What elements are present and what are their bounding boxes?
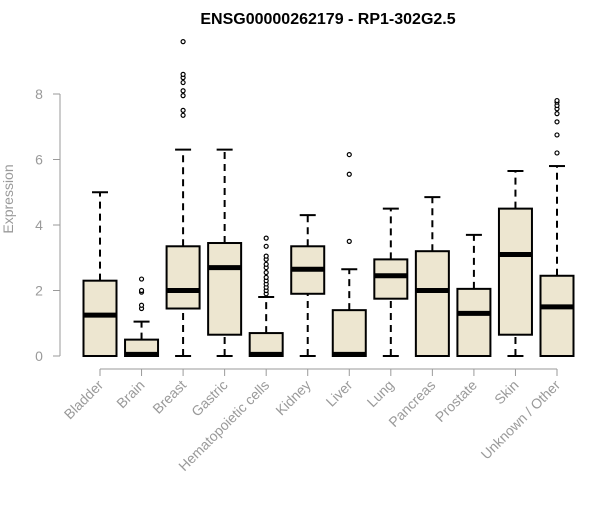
outlier-point xyxy=(180,79,186,86)
x-tick-label: Bladder xyxy=(61,377,107,423)
outlier-point xyxy=(346,151,352,158)
x-tick-label: Brain xyxy=(113,377,147,411)
outlier-point xyxy=(263,269,269,276)
x-tick-label: Skin xyxy=(491,377,522,408)
y-tick-label: 0 xyxy=(35,348,43,364)
outlier-point xyxy=(346,238,352,244)
outlier-point xyxy=(263,253,269,259)
outlier-point xyxy=(554,97,560,104)
outlier-point xyxy=(180,71,186,77)
outlier-point xyxy=(554,111,560,117)
box-hematopoietic-cells xyxy=(248,235,284,358)
x-tick-label: Kidney xyxy=(272,377,314,419)
box-lung xyxy=(373,207,409,357)
outlier-point xyxy=(138,276,145,282)
y-tick-label: 4 xyxy=(35,217,43,233)
box-brain xyxy=(124,276,160,357)
box-body xyxy=(331,309,367,357)
x-tick-label: Lung xyxy=(364,377,397,410)
outlier-point xyxy=(138,302,145,308)
box-bladder xyxy=(82,191,118,357)
box-kidney xyxy=(290,214,326,357)
box-body xyxy=(414,250,450,357)
y-axis-title: Expression xyxy=(0,164,16,233)
outlier-point xyxy=(180,112,186,118)
outlier-point xyxy=(554,119,560,125)
x-tick-label: Breast xyxy=(149,377,189,417)
box-pancreas xyxy=(414,196,450,357)
x-tick-label: Liver xyxy=(323,377,356,410)
outlier-point xyxy=(554,150,560,156)
y-tick-label: 6 xyxy=(35,152,43,168)
box-prostate xyxy=(456,233,492,357)
outlier-point xyxy=(180,93,186,99)
box-unknown-other xyxy=(539,97,575,358)
box-breast xyxy=(165,38,201,357)
outlier-point xyxy=(263,261,269,267)
box-body xyxy=(456,287,492,357)
outlier-point xyxy=(263,274,269,280)
chart-title: ENSG00000262179 - RP1-302G2.5 xyxy=(200,11,455,28)
outlier-point xyxy=(180,38,186,45)
box-gastric xyxy=(207,148,243,357)
box-skin xyxy=(497,169,533,357)
outlier-point xyxy=(263,235,269,241)
outlier-point xyxy=(263,243,269,249)
box-body xyxy=(165,245,201,310)
outlier-point xyxy=(346,171,352,177)
x-tick-label: Prostate xyxy=(432,377,480,425)
y-tick-label: 2 xyxy=(35,283,43,299)
box-liver xyxy=(331,151,367,357)
box-body xyxy=(497,207,533,336)
x-tick-label: Unknown / Other xyxy=(478,377,564,463)
box-body xyxy=(373,258,409,300)
box-body xyxy=(82,279,118,357)
outlier-point xyxy=(554,132,560,138)
box-body xyxy=(539,274,575,358)
y-tick-label: 8 xyxy=(35,86,43,102)
outlier-point xyxy=(138,287,145,294)
outlier-point xyxy=(180,88,186,94)
outlier-point xyxy=(180,107,186,113)
box-body xyxy=(207,242,243,336)
